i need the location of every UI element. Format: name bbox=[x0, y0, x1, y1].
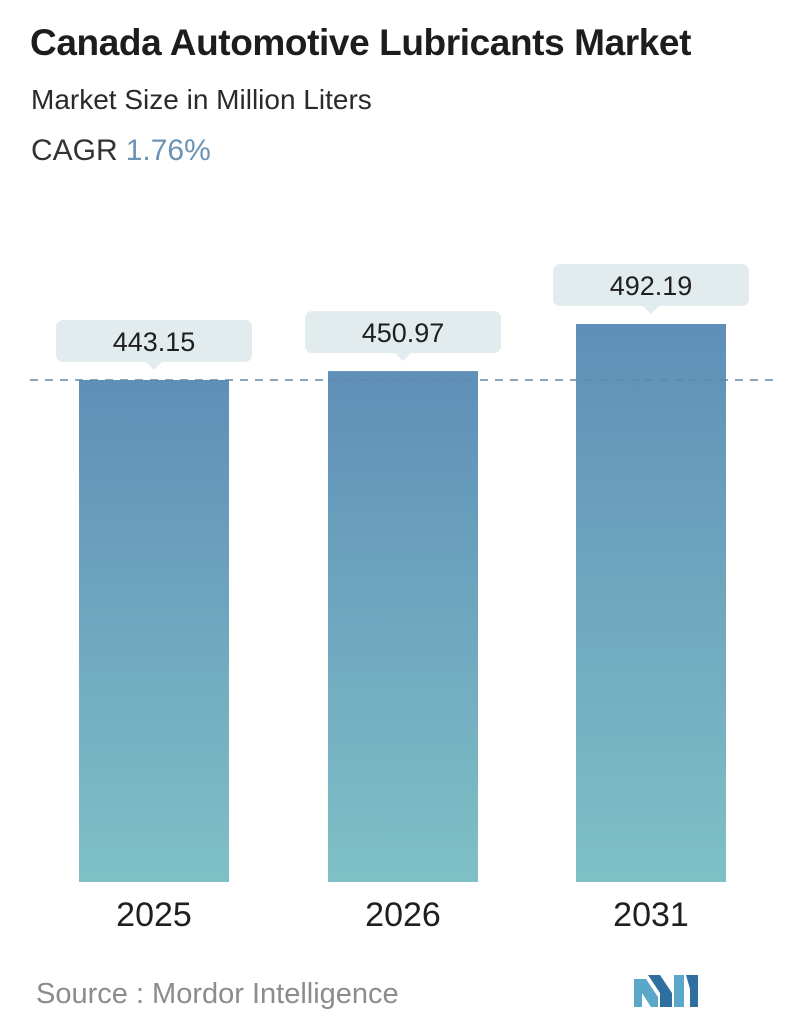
cagr-label: CAGR bbox=[31, 134, 118, 167]
cagr-line: CAGR 1.76% bbox=[31, 134, 211, 168]
bar-2025 bbox=[79, 380, 229, 882]
value-label-text: 443.15 bbox=[113, 327, 196, 357]
x-tick-2026: 2026 bbox=[365, 896, 441, 934]
value-label-2031: 492.19 bbox=[553, 264, 749, 314]
value-label-text: 450.97 bbox=[362, 318, 445, 348]
value-label-pointer bbox=[643, 306, 659, 314]
x-tick-2025: 2025 bbox=[116, 896, 192, 934]
bars-layer bbox=[79, 324, 726, 882]
value-label-2025: 443.15 bbox=[56, 320, 252, 370]
cagr-value: 1.76% bbox=[125, 134, 211, 167]
value-label-2026: 450.97 bbox=[305, 311, 501, 362]
value-label-text: 492.19 bbox=[610, 271, 693, 301]
value-label-box bbox=[56, 320, 252, 362]
value-label-box bbox=[305, 311, 501, 354]
source-text: Source : Mordor Intelligence bbox=[36, 978, 399, 1010]
value-label-box bbox=[553, 264, 749, 306]
bar-2031 bbox=[576, 324, 726, 882]
chart-subtitle: Market Size in Million Liters bbox=[31, 84, 372, 115]
chart-title: Canada Automotive Lubricants Market bbox=[30, 22, 692, 63]
value-label-pointer bbox=[146, 362, 162, 370]
bar-2026 bbox=[328, 371, 478, 882]
value-labels-layer: 443.15 450.97 492.19 bbox=[56, 264, 749, 370]
value-label-pointer bbox=[395, 353, 411, 362]
x-tick-2031: 2031 bbox=[613, 896, 689, 934]
x-axis-ticks: 2025 2026 2031 bbox=[116, 896, 689, 934]
bar-chart: 443.15 450.97 492.19 2025 2026 2031 bbox=[30, 264, 780, 934]
mordor-intelligence-logo-icon bbox=[634, 975, 698, 1007]
